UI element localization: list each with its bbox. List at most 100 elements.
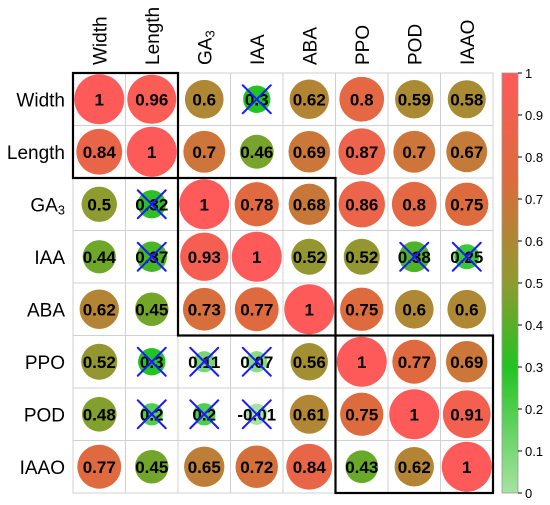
correlation-value: 0.65 [188, 458, 221, 477]
correlation-circle [395, 80, 434, 119]
correlation-circle [289, 79, 329, 119]
correlation-value: 0.7 [402, 143, 426, 162]
cluster-box [71, 71, 180, 180]
correlation-value: 0.77 [398, 353, 431, 372]
correlation-value: 0.62 [398, 458, 431, 477]
correlation-circle [336, 336, 387, 387]
colorbar-tick-label: 0.9 [525, 108, 543, 123]
correlation-circle [182, 287, 226, 331]
correlation-circle [127, 74, 177, 124]
correlation-value: 0.75 [345, 300, 378, 319]
correlation-value: 0.96 [135, 90, 168, 109]
correlation-value: 0.84 [83, 143, 117, 162]
correlation-value: 0.43 [345, 458, 378, 477]
correlation-value: 1 [200, 195, 209, 214]
correlation-value: 0.69 [450, 353, 483, 372]
colorbar-tick-label: 0.5 [525, 276, 543, 291]
axis-labels: Width Width Length Length GA3 GA3 IAA IAA ABA ABA… [7, 7, 479, 479]
correlation-value: 1 [410, 405, 419, 424]
cross-mark [451, 241, 482, 272]
correlation-value: 1 [147, 143, 156, 162]
correlation-circle [126, 126, 177, 177]
correlation-value: 0.52 [83, 353, 116, 372]
correlation-value: 0.5 [87, 195, 111, 214]
insignificance-crosses [136, 84, 482, 430]
correlation-circle [288, 183, 330, 225]
correlation-circle [389, 389, 440, 440]
correlation-circle [394, 289, 434, 329]
correlation-value: 0.6 [192, 90, 216, 109]
correlation-circle [446, 131, 488, 173]
correlation-circle [391, 181, 437, 227]
correlation-value: 0.77 [240, 300, 273, 319]
colorbar-tick-label: 0.7 [525, 192, 543, 207]
correlation-circle [235, 445, 278, 488]
correlation-value: 0.45 [135, 458, 168, 477]
correlation-circle [338, 181, 385, 228]
correlation-value: 0.75 [450, 195, 483, 214]
row-label: IAA [34, 248, 65, 269]
correlation-circle [289, 394, 329, 434]
correlation-circle [239, 134, 274, 169]
correlation-value: 0.77 [83, 458, 116, 477]
row-label: Width [16, 90, 65, 111]
correlation-circle [81, 396, 117, 432]
correlation-circle [445, 182, 489, 226]
correlation-circle [393, 130, 436, 173]
correlation-value: 0.69 [293, 143, 326, 162]
correlation-circle [343, 238, 380, 275]
correlation-circle [288, 130, 331, 173]
correlation-value: 0.7 [192, 143, 216, 162]
column-label: IAA [248, 34, 269, 65]
correlation-value: 0.87 [345, 143, 378, 162]
correlation-value: 0.44 [83, 248, 117, 267]
row-label: Length [7, 143, 65, 164]
correlation-value: 0.45 [135, 300, 168, 319]
correlation-value: 0.6 [455, 300, 479, 319]
correlation-value: 1 [95, 90, 104, 109]
cluster-box [334, 334, 495, 495]
colorbar-tick-label: 0.1 [525, 444, 543, 459]
correlation-circle [445, 340, 488, 383]
correlation-value: 0.59 [398, 90, 431, 109]
correlation-value: 0.46 [240, 143, 273, 162]
correlation-value: 0.6 [402, 300, 426, 319]
cross-mark [241, 399, 272, 430]
correlation-value: 0.62 [293, 90, 326, 109]
row-label: GA3 [30, 195, 65, 217]
correlation-value: 0.91 [450, 405, 483, 424]
column-label: POD [405, 24, 426, 65]
correlation-value: 0.56 [293, 353, 326, 372]
correlation-value: 0.86 [345, 195, 378, 214]
correlation-value: 0.62 [83, 300, 116, 319]
correlation-circle [77, 444, 122, 489]
correlation-circle [394, 447, 434, 487]
column-label: GA3 [195, 30, 217, 65]
colorbar: 1 0.9 0.8 0.7 0.6 0.5 0.4 0.3 0.2 0.1 0 [501, 66, 543, 501]
correlation-circle [134, 292, 169, 327]
column-label: PPO [353, 25, 374, 65]
column-label: IAAO [458, 20, 479, 65]
correlation-value: 0.84 [293, 458, 327, 477]
cross-mark [189, 346, 220, 377]
correlation-circle [184, 446, 225, 487]
correlation-circle [74, 74, 125, 125]
correlation-value: 0.61 [293, 405, 326, 424]
correlation-value: 0.78 [240, 195, 273, 214]
colorbar-tick-label: 0.8 [525, 150, 543, 165]
correlation-circle [231, 231, 282, 282]
colorbar-gradient [501, 72, 519, 494]
correlation-circle [79, 289, 119, 329]
correlation-circle [291, 238, 328, 275]
colorbar-tick-label: 0 [525, 486, 532, 501]
cross-mark [241, 84, 272, 115]
correlation-circle [234, 287, 279, 332]
correlation-circle [180, 232, 229, 281]
correlation-circle [340, 392, 384, 436]
correlation-circle [183, 130, 226, 173]
correlation-value: 0.52 [293, 248, 326, 267]
correlation-circle [286, 443, 333, 490]
column-label: Length [143, 7, 164, 65]
colorbar-tick-label: 0.6 [525, 234, 543, 249]
